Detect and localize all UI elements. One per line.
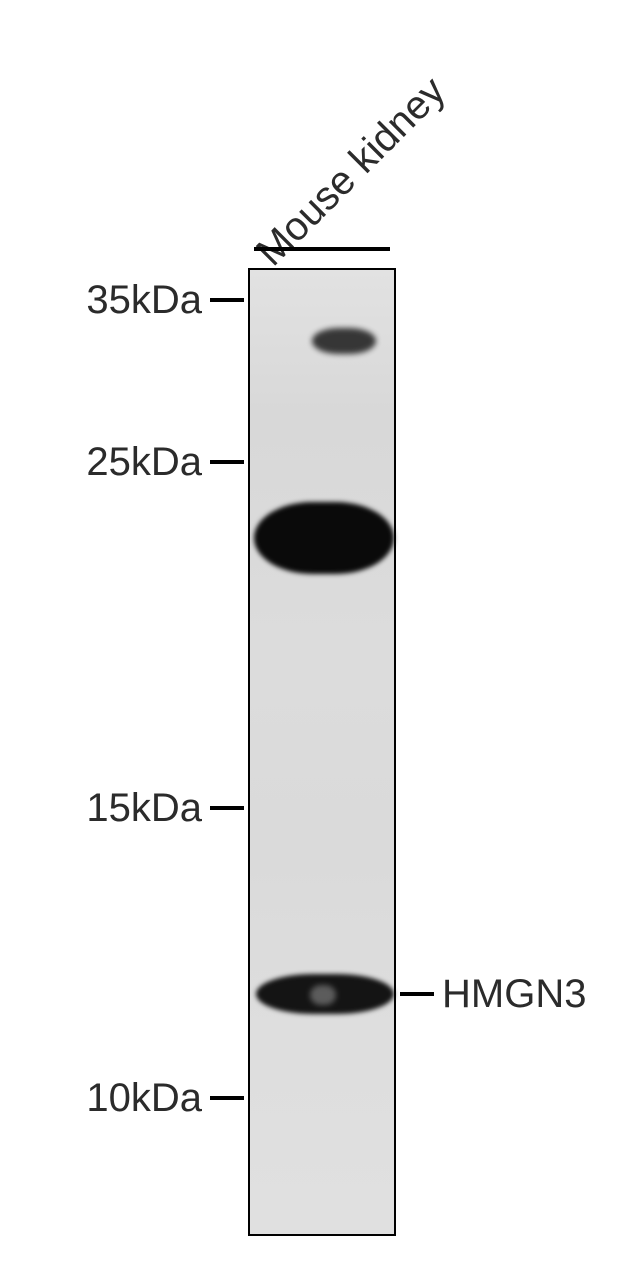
- mw-tick-3: [210, 1096, 244, 1100]
- mw-tick-0: [210, 298, 244, 302]
- target-label: HMGN3: [442, 972, 586, 1017]
- figure-canvas: Mouse kidney 35kDa 25kDa 15kDa 10kDa HMG…: [0, 0, 644, 1280]
- mw-label-3: 10kDa: [0, 1076, 202, 1121]
- mw-label-0: 35kDa: [0, 278, 202, 323]
- mw-label-1: 25kDa: [0, 440, 202, 485]
- lane-label: Mouse kidney: [248, 69, 454, 275]
- mw-tick-1: [210, 460, 244, 464]
- mw-tick-2: [210, 806, 244, 810]
- target-tick: [400, 992, 434, 996]
- lane-underline: [254, 247, 390, 251]
- blot-border: [248, 268, 396, 1236]
- mw-label-2: 15kDa: [0, 786, 202, 831]
